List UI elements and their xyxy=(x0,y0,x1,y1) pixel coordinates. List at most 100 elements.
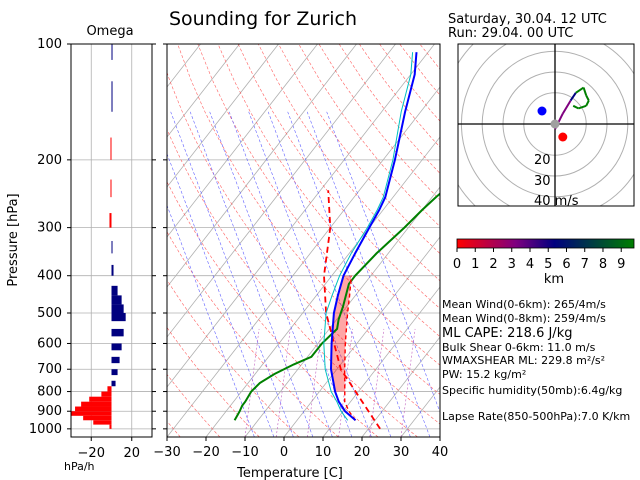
dry-adiabat xyxy=(167,420,181,437)
omega-bar xyxy=(111,44,113,60)
omega-panel: Omega −20 20 hPa/h xyxy=(64,24,153,473)
isotherm-line xyxy=(167,44,357,288)
colorbar-tick-label: 1 xyxy=(471,257,479,272)
pressure-tick-label: 200 xyxy=(37,153,62,168)
colorbar-tick-label: 4 xyxy=(526,257,534,272)
omega-title: Omega xyxy=(86,24,133,39)
omega-bar xyxy=(93,420,112,425)
hodograph-point xyxy=(537,106,547,116)
colorbar-tick-label: 5 xyxy=(544,257,552,272)
hodograph xyxy=(458,44,634,206)
temperature-tick-label: −20 xyxy=(192,445,219,460)
skewt-frame xyxy=(166,43,441,438)
omega-bar xyxy=(111,380,116,387)
y-axis-label: Pressure [hPa] xyxy=(6,193,21,286)
mixing-ratio-line xyxy=(275,328,291,437)
isotherm-line xyxy=(283,236,440,437)
stat-bulk-shear: Bulk Shear 0-6km: 11.0 m/s xyxy=(442,341,596,354)
stat-lapse-rate: Lapse Rate(850-500hPa):7.0 K/km xyxy=(442,410,630,423)
colorbar-tick-label: 2 xyxy=(489,257,497,272)
isotherm-line xyxy=(322,286,440,437)
colorbar-tick-label: 3 xyxy=(508,257,516,272)
omega-bars xyxy=(71,43,152,437)
dry-adiabat xyxy=(167,326,260,437)
dry-adiabat xyxy=(258,44,440,282)
colorbar-label: km xyxy=(544,272,564,287)
moist-adiabat xyxy=(287,111,411,437)
omega-bar xyxy=(111,285,118,296)
stat-wmaxshear: WMAXSHEAR ML: 229.8 m²/s² xyxy=(442,354,605,367)
dry-adiabat xyxy=(167,128,418,437)
isotherm-line xyxy=(167,44,279,188)
isotherm-line xyxy=(361,336,440,437)
hodograph-point xyxy=(558,132,568,142)
temperature-ticks: −30 −20 −10 0 10 20 30 40 xyxy=(153,437,448,460)
hodograph-segment xyxy=(582,87,588,96)
mixing-ratio-line xyxy=(244,328,260,437)
hodograph-segment xyxy=(561,100,572,115)
pressure-tick-label: 900 xyxy=(37,404,62,419)
temperature-tick-label: −10 xyxy=(231,445,258,460)
pressure-tick-label: 100 xyxy=(37,37,62,52)
isotherm-line xyxy=(167,44,396,338)
stat-specific-humidity: Specific humidity(50mb):6.4g/kg xyxy=(442,384,622,397)
isotherm-line xyxy=(0,44,6,437)
dry-adiabat xyxy=(278,44,440,254)
skewt-profiles xyxy=(233,52,440,430)
omega-frame xyxy=(70,43,153,438)
dry-adiabat xyxy=(197,44,440,366)
moist-adiabat xyxy=(189,111,314,437)
omega-bar xyxy=(109,213,112,228)
omega-bar xyxy=(111,295,122,305)
omega-x-label: hPa/h xyxy=(64,460,95,473)
omega-bar xyxy=(75,406,112,412)
temperature-tick-label: 30 xyxy=(393,445,410,460)
ring-label-20: 20 xyxy=(534,153,551,168)
isotherm-line xyxy=(167,86,440,437)
pressure-tick-label: 300 xyxy=(37,221,62,236)
valid-time: Saturday, 30.04. 12 UTC xyxy=(448,12,607,27)
parcel-dashed-line xyxy=(323,190,381,430)
omega-bar xyxy=(107,386,112,392)
isotherm-line xyxy=(167,44,201,88)
x-axis-label: Temperature [C] xyxy=(236,466,343,480)
chart-title: Sounding for Zurich xyxy=(169,8,357,30)
pressure-tick-label: 800 xyxy=(37,385,62,400)
colorbar-tick-label: 8 xyxy=(599,257,607,272)
dry-adiabat xyxy=(217,44,440,338)
dry-adiabat xyxy=(237,44,440,309)
omega-bar xyxy=(101,391,112,397)
mixing-ratio-line xyxy=(369,328,385,437)
omega-bar xyxy=(111,356,120,364)
temperature-tick-label: 20 xyxy=(354,445,371,460)
dry-adiabat xyxy=(167,373,221,437)
moist-adiabat xyxy=(209,111,333,437)
wetbulb-cyan-line xyxy=(323,52,414,421)
isotherm-line xyxy=(167,44,318,238)
colorbar-tick-label: 7 xyxy=(581,257,589,272)
omega-bar xyxy=(110,179,112,198)
isotherm-line xyxy=(167,44,435,388)
colorbar-tick-label: 6 xyxy=(562,257,570,272)
omega-bar xyxy=(110,137,112,160)
dry-adiabat xyxy=(167,231,339,437)
omega-bar xyxy=(111,312,126,322)
stat-mean-wind-0-6: Mean Wind(0-6km): 265/4m/s xyxy=(442,298,606,311)
isotherm-line xyxy=(167,44,240,138)
pressure-ticks: 100 200 300 400 500 600 700 800 900 1000 xyxy=(29,37,167,437)
omega-bar xyxy=(109,424,112,429)
dewpoint-green-line xyxy=(233,192,440,421)
pressure-tick-label: 700 xyxy=(37,362,62,377)
cape-area xyxy=(331,275,352,392)
hodograph-segment xyxy=(585,100,590,107)
omega-bar xyxy=(111,240,113,254)
pressure-tick-label: 1000 xyxy=(29,422,62,437)
temperature-tick-label: −30 xyxy=(153,445,180,460)
dry-adiabat xyxy=(298,44,440,228)
hodograph-segment xyxy=(569,92,577,102)
moist-adiabat xyxy=(306,111,431,437)
temperature-line xyxy=(329,52,418,422)
omega-bar xyxy=(111,304,124,313)
